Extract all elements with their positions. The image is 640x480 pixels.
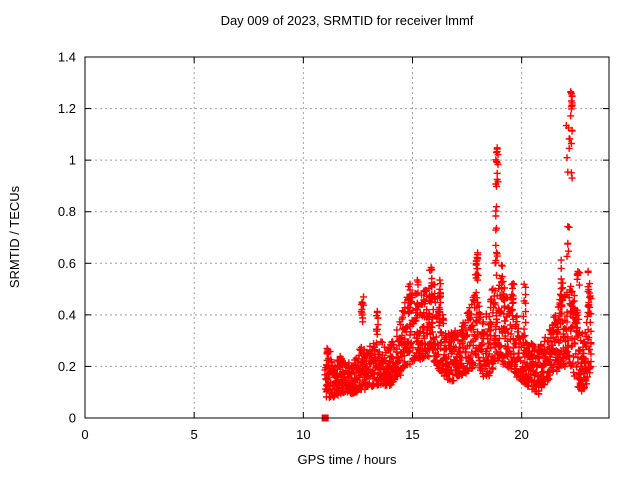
scatter-points	[321, 88, 595, 401]
x-axis-label: GPS time / hours	[297, 452, 397, 467]
y-tick-label: 0.2	[58, 359, 76, 374]
y-tick-label: 1	[69, 153, 76, 168]
y-tick-label: 1.2	[58, 101, 76, 116]
plot-border	[84, 56, 610, 419]
x-tick-label: 15	[405, 427, 419, 442]
y-tick-label: 0.4	[58, 307, 76, 322]
y-tick-label: 0.6	[58, 256, 76, 271]
x-tick-label: 5	[191, 427, 198, 442]
y-tick-label: 1.4	[58, 50, 76, 65]
x-tick-label: 0	[81, 427, 88, 442]
y-tick-label: 0	[69, 411, 76, 426]
y-tick-label: 0.8	[58, 204, 76, 219]
x-tick-label: 20	[514, 427, 528, 442]
x-tick-label: 10	[296, 427, 310, 442]
chart-title: Day 009 of 2023, SRMTID for receiver lmm…	[220, 13, 474, 28]
